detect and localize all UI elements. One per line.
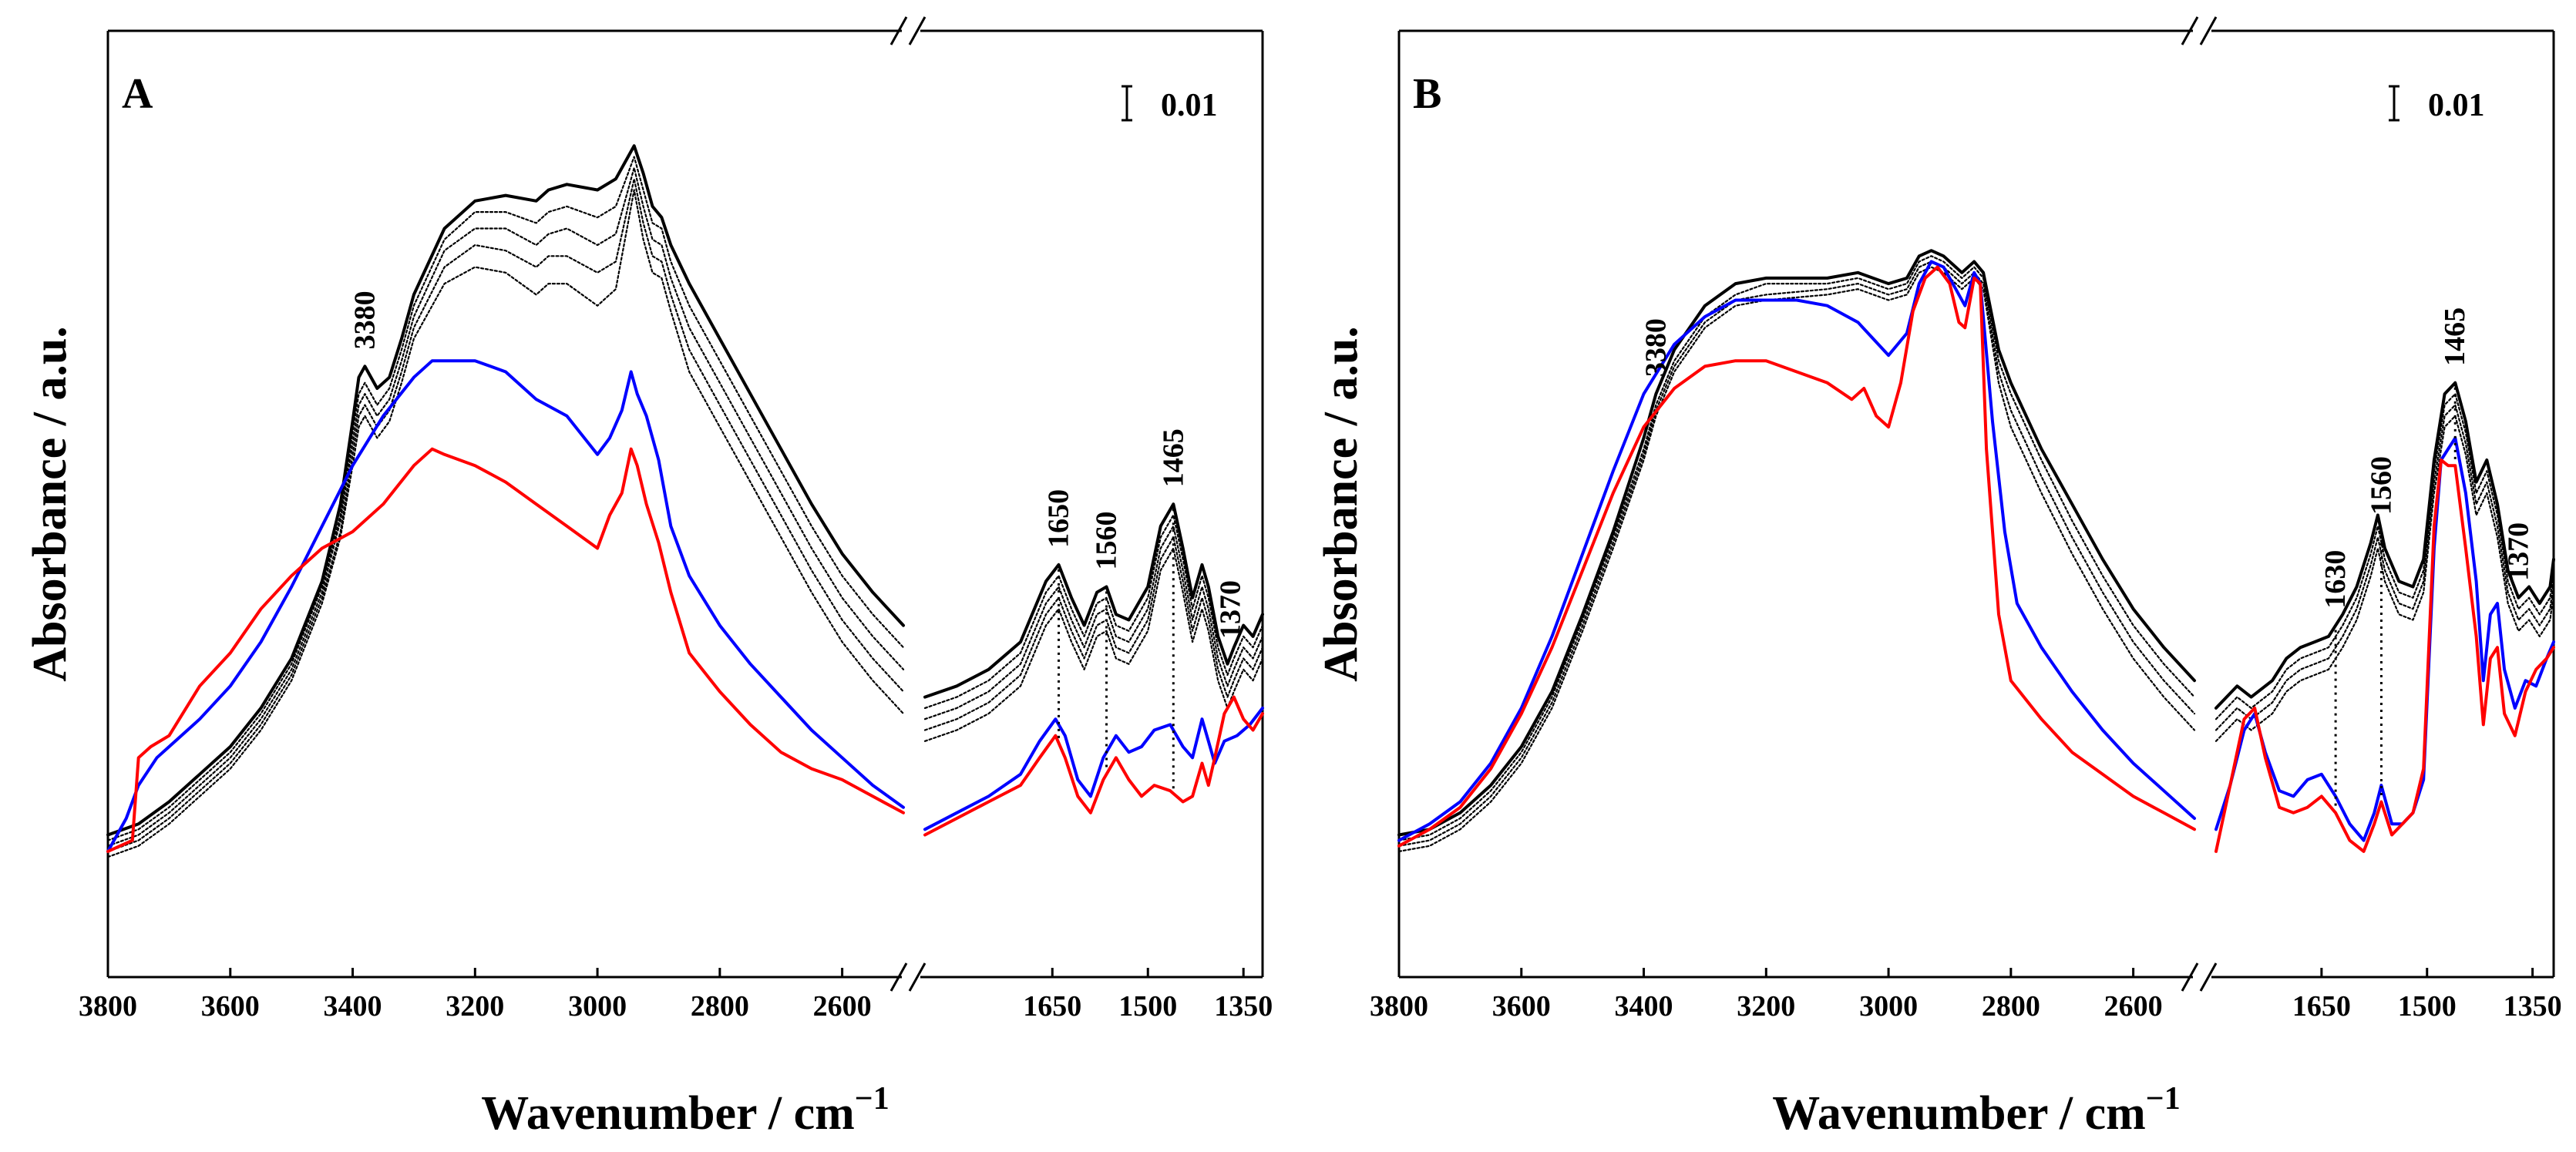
blue-series-seg1 [106, 359, 905, 853]
x-tick-label: 3200 [1737, 990, 1795, 1023]
panel-b: 3800 3600 3400 3200 3000 2800 2600 1650 1500 1350… [1315, 16, 2562, 1140]
x-tick-label: 1500 [2398, 990, 2457, 1023]
blue-series-seg1 [1397, 260, 2196, 842]
black-series-2-seg1 [106, 156, 905, 841]
x-axis-title-exponent: −1 [855, 1081, 889, 1117]
y-axis-title: Absorbance / a.u. [24, 326, 76, 682]
black-series-2-seg1 [1397, 255, 2196, 841]
break-slash [2199, 962, 2218, 992]
black-series-5-seg2 [923, 547, 1264, 742]
x-tick-label: 3200 [446, 990, 504, 1023]
break-slash [2181, 962, 2199, 992]
axis-break-top [889, 16, 926, 45]
plot-frame [1397, 29, 2555, 979]
black-series-3-seg1 [106, 166, 905, 847]
x-tick-label: 2600 [813, 990, 872, 1023]
break-slash [908, 16, 926, 45]
series-group [1397, 249, 2555, 853]
black-series-2-seg2 [2214, 393, 2555, 720]
axis-break-bottom [2181, 962, 2218, 992]
scale-bar [1122, 85, 1132, 122]
x-tick-label: 3000 [1859, 990, 1918, 1023]
black-series-4-seg2 [2214, 415, 2555, 742]
black-series-4-seg2 [923, 536, 1264, 731]
peak-label-3380: 3380 [348, 291, 381, 349]
x-tick-label: 1350 [1214, 990, 1273, 1023]
break-slash [889, 962, 908, 992]
black-series-5-seg1 [106, 189, 905, 858]
black-series-1-seg2 [2214, 381, 2555, 710]
break-slash [889, 16, 908, 45]
x-tick-label: 1500 [1118, 990, 1177, 1023]
x-tick-label: 3400 [1615, 990, 1673, 1023]
red-series-seg1 [1397, 265, 2196, 848]
peak-label-1465: 1465 [1157, 428, 1189, 487]
peak-label-1465: 1465 [2439, 307, 2471, 366]
panel-letter: A [122, 70, 153, 118]
black-series-4-seg1 [106, 178, 905, 852]
peak-label-1560: 1560 [1091, 512, 1123, 570]
y-axis-title: Absorbance / a.u. [1315, 326, 1367, 682]
black-series-3-seg1 [1397, 260, 2196, 847]
black-series-4-seg1 [1397, 266, 2196, 852]
black-series-3-seg2 [2214, 404, 2555, 731]
scale-bar-label: 0.01 [1161, 88, 1218, 123]
black-series-3-seg2 [923, 525, 1264, 720]
x-axis-title: Wavenumber / cm−1 [1772, 1081, 2180, 1140]
black-series-1-seg1 [106, 144, 905, 837]
x-tick-label: 3600 [1492, 990, 1551, 1023]
break-slash [908, 962, 926, 992]
black-series-1-seg1 [1397, 249, 2196, 837]
x-tick-label: 3800 [79, 990, 137, 1023]
x-tick-label: 3800 [1370, 990, 1428, 1023]
black-series-2-seg2 [923, 514, 1264, 709]
peak-label-1370: 1370 [1215, 580, 1247, 639]
plot-frame [106, 29, 1264, 979]
x-tick-label: 2600 [2104, 990, 2163, 1023]
break-slash [2199, 16, 2218, 45]
x-tick-label: 1650 [2292, 990, 2351, 1023]
peak-label-1650: 1650 [1043, 489, 1075, 548]
x-tick-label: 1650 [1023, 990, 1081, 1023]
panel-letter: B [1413, 70, 1441, 118]
x-axis-title: Wavenumber / cm−1 [481, 1081, 889, 1140]
x-tick-label: 3600 [201, 990, 260, 1023]
peak-label-3380: 3380 [1639, 318, 1672, 377]
red-series-seg2 [923, 695, 1264, 837]
red-series-seg2 [2214, 458, 2555, 853]
axis-break-top [2181, 16, 2218, 45]
scale-bar-label: 0.01 [2428, 88, 2485, 123]
black-series-1-seg2 [923, 502, 1264, 699]
panel-a: 3800 3600 3400 3200 3000 2800 2600 1650 1500 1350… [24, 16, 1273, 1140]
x-tick-label: 3000 [568, 990, 627, 1023]
x-tick-label: 1350 [2504, 990, 2562, 1023]
red-series-seg1 [106, 447, 905, 853]
blue-series-seg2 [923, 706, 1264, 831]
peak-label-1370: 1370 [2502, 522, 2534, 581]
x-tick-label: 2800 [691, 990, 749, 1023]
x-tick-label: 3400 [324, 990, 382, 1023]
x-axis-title-exponent: −1 [2146, 1081, 2181, 1117]
break-slash [2181, 16, 2199, 45]
series-group [106, 144, 1264, 858]
peak-label-1560: 1560 [2365, 456, 2397, 515]
peak-label-1630: 1630 [2319, 550, 2352, 609]
scale-bar [2389, 85, 2399, 122]
axis-break-bottom [889, 962, 926, 992]
x-tick-label: 2800 [1982, 990, 2040, 1023]
